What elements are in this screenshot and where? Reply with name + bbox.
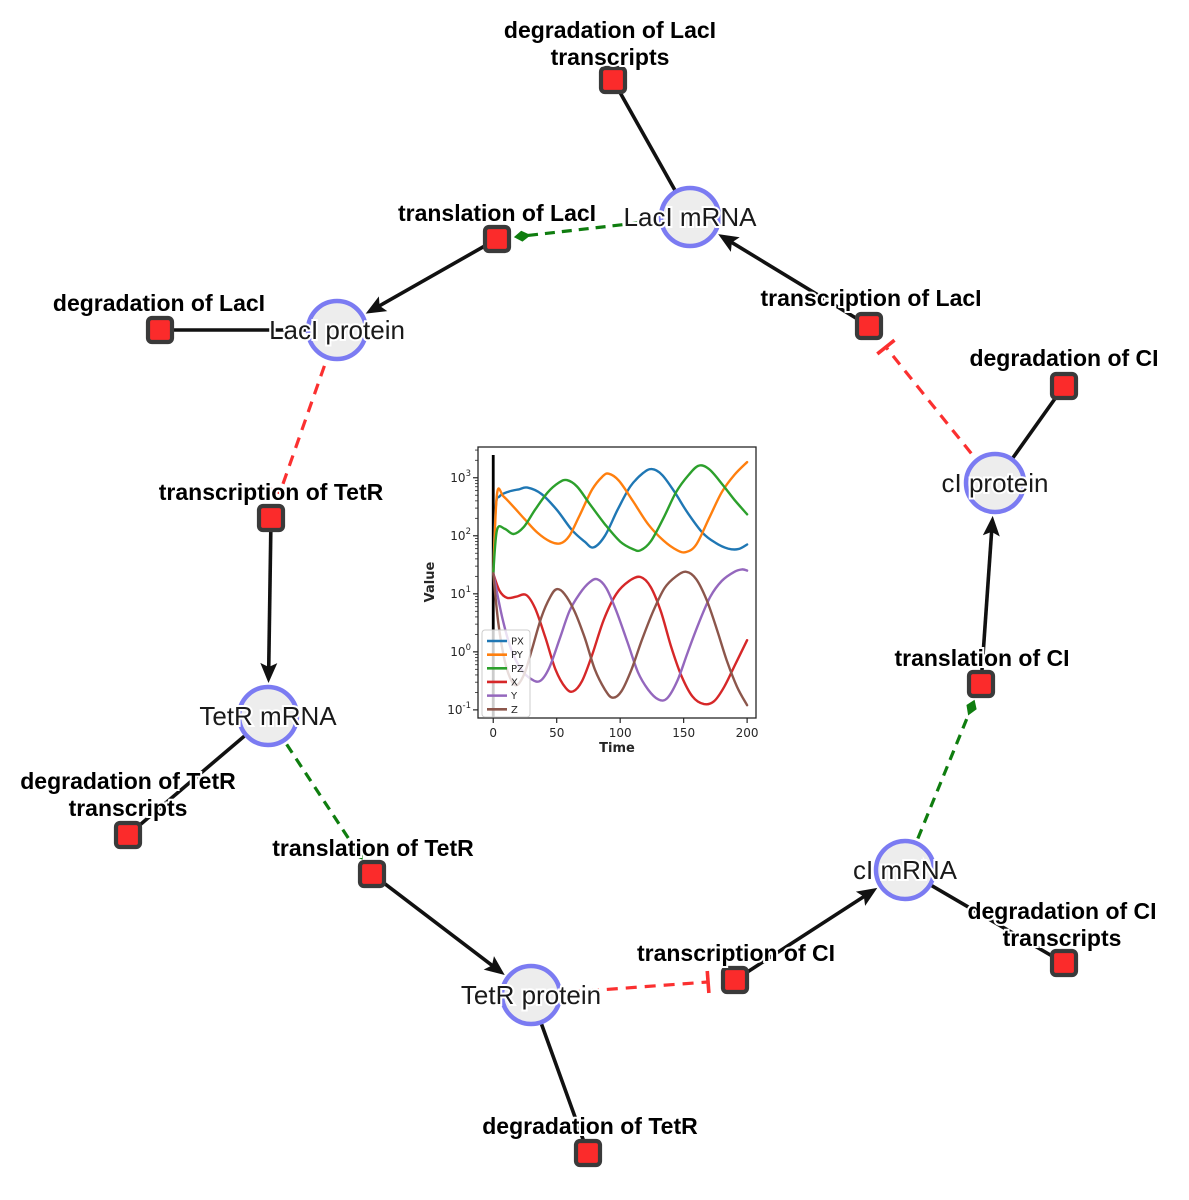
- inhibitor-tbar-icon: [876, 338, 896, 356]
- species-label-laci_mrna: LacI mRNA: [624, 202, 758, 232]
- reaction-node-deg_tetr[interactable]: [573, 1138, 603, 1168]
- species-label-tetr_protein: TetR protein: [461, 980, 601, 1010]
- reaction-label-deg_tetr_tx: degradation of TetR: [20, 768, 236, 794]
- edge-tetr_mrna-translation_tetr: [266, 715, 363, 860]
- arrowhead-icon: [365, 296, 388, 314]
- reaction-label-deg_ci_tx: degradation of CI: [967, 898, 1156, 924]
- production-edge: [729, 239, 870, 328]
- species-node-ci_protein[interactable]: [963, 451, 1027, 515]
- reaction-label-transcription_laci: transcription of LacI: [760, 285, 981, 311]
- reaction-node-deg_ci_tx[interactable]: [1049, 948, 1079, 978]
- edge-transcription_ci-ci_mrna: [734, 887, 878, 982]
- production-edge: [370, 872, 495, 968]
- reaction-label-translation_laci: translation of LacI: [398, 200, 596, 226]
- production-edge: [734, 894, 867, 982]
- inhibitor-tbar-icon: [268, 487, 291, 498]
- production-edge: [979, 529, 994, 685]
- reaction-node-translation_laci[interactable]: [482, 224, 512, 254]
- species-label-tetr_mrna: TetR mRNA: [199, 701, 337, 731]
- arrowhead-icon: [855, 887, 878, 906]
- reaction-label-deg_laci: degradation of LacI: [53, 290, 265, 316]
- edge-laci_mrna-translation_laci: [513, 215, 691, 242]
- species-node-laci_protein[interactable]: [305, 298, 369, 362]
- reaction-label-deg_tetr: degradation of TetR: [482, 1113, 698, 1139]
- modifier-diamond-icon: [966, 699, 977, 716]
- species-node-laci_mrna[interactable]: [658, 185, 722, 249]
- edge-transcription_laci-laci_mrna: [718, 234, 870, 328]
- reaction-label-translation_tetr: translation of TetR: [272, 835, 474, 861]
- inhibitor-tbar-icon: [705, 970, 711, 994]
- species-label-laci_protein: LacI protein: [269, 315, 405, 345]
- reaction-node-transcription_laci[interactable]: [854, 311, 884, 341]
- reaction-node-transcription_tetr[interactable]: [256, 503, 286, 533]
- reaction-label-transcription_ci: transcription of CI: [637, 940, 835, 966]
- species-label-ci_protein: cI protein: [942, 468, 1049, 498]
- reaction-label-transcription_tetr: transcription of TetR: [159, 479, 384, 505]
- production-edge: [266, 517, 273, 670]
- production-edge: [376, 237, 498, 309]
- modifier-edge: [523, 215, 691, 238]
- reaction-node-translation_tetr[interactable]: [357, 859, 387, 889]
- modifier-diamond-icon: [353, 845, 363, 860]
- species-node-tetr_protein[interactable]: [499, 963, 563, 1027]
- reaction-label-deg_ci_tx: transcripts: [1003, 925, 1122, 951]
- arrowhead-icon: [483, 956, 505, 976]
- reaction-label-deg_tetr_tx: transcripts: [69, 795, 188, 821]
- reaction-node-translation_ci[interactable]: [966, 669, 996, 699]
- edge-translation_tetr-tetr_protein: [370, 872, 505, 976]
- reaction-node-transcription_ci[interactable]: [720, 965, 750, 995]
- edge-ci_mrna-translation_ci: [903, 699, 977, 871]
- reaction-label-deg_ci: degradation of CI: [969, 345, 1158, 371]
- nodes-layer: [113, 65, 1079, 1168]
- arrowhead-icon: [718, 234, 740, 252]
- edges-layer: [126, 79, 1066, 1154]
- reaction-node-deg_tetr_tx[interactable]: [113, 820, 143, 850]
- reaction-node-deg_laci[interactable]: [145, 315, 175, 345]
- reaction-node-deg_laci_tx[interactable]: [598, 65, 628, 95]
- modifier-diamond-icon: [513, 230, 531, 242]
- reaction-label-deg_laci_tx: degradation of LacI: [504, 17, 716, 43]
- species-node-tetr_mrna[interactable]: [236, 684, 300, 748]
- labels-layer: degradation of LacItranscriptstranslatio…: [18, 15, 1160, 1141]
- reaction-label-translation_ci: translation of CI: [894, 645, 1069, 671]
- modifier-edge: [903, 708, 973, 871]
- edge-transcription_tetr-tetr_mrna: [260, 517, 278, 684]
- species-node-ci_mrna[interactable]: [873, 838, 937, 902]
- reaction-label-deg_laci_tx: transcripts: [551, 44, 670, 70]
- species-label-ci_mrna: cI mRNA: [853, 855, 958, 885]
- arrowhead-icon: [982, 515, 1000, 537]
- reaction-node-deg_ci[interactable]: [1049, 371, 1079, 401]
- edge-translation_laci-laci_protein: [365, 237, 498, 314]
- arrowhead-icon: [260, 662, 278, 684]
- edge-translation_ci-ci_protein: [979, 515, 1000, 685]
